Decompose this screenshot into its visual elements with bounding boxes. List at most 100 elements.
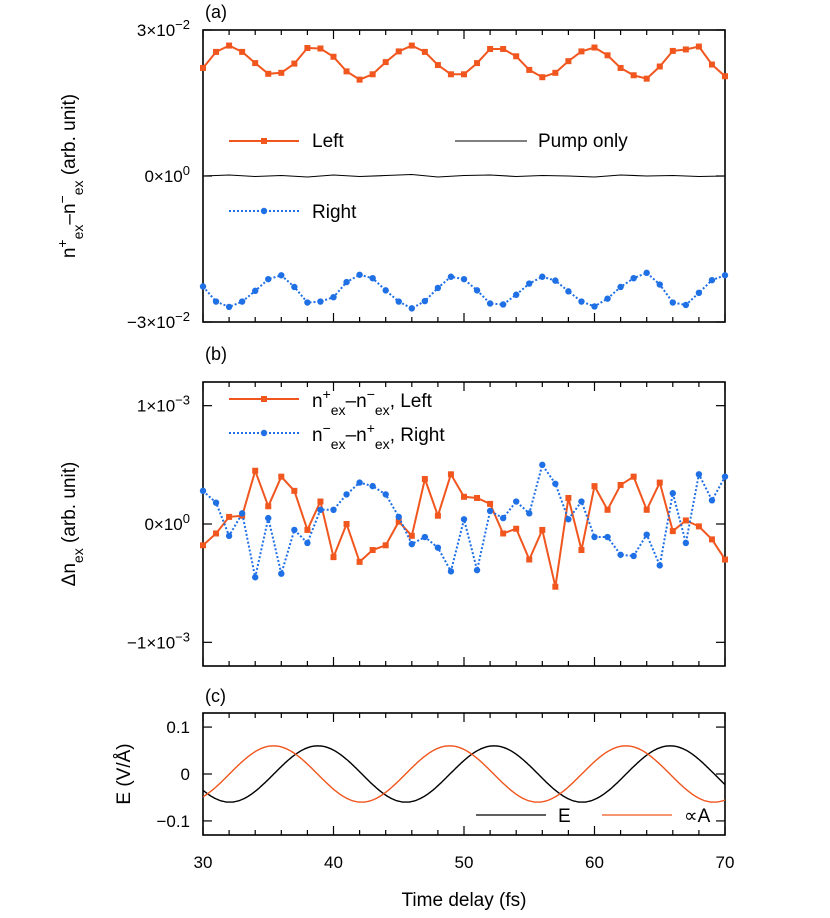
- y-tick-label: 0×100: [144, 163, 190, 187]
- data-point-right: [708, 276, 716, 284]
- data-point-left: [513, 53, 520, 60]
- data-point-right: [565, 516, 572, 523]
- data-point-left: [213, 530, 220, 537]
- data-point-left: [239, 48, 246, 55]
- data-point-left: [539, 74, 546, 81]
- data-point-left: [408, 532, 415, 539]
- y-tick-label: 0.1: [166, 718, 190, 737]
- data-point-right: [473, 287, 481, 294]
- series-E-curve: [203, 745, 725, 803]
- data-point-right: [460, 516, 468, 523]
- data-point-left: [408, 42, 415, 49]
- data-point-left: [226, 42, 233, 49]
- data-point-right: [669, 490, 676, 497]
- data-point-left: [578, 547, 585, 554]
- data-point-left: [656, 63, 663, 70]
- data-point-left: [447, 471, 454, 478]
- data-point-left: [669, 47, 676, 54]
- data-point-right: [682, 539, 690, 547]
- data-point-right: [199, 283, 207, 290]
- data-point-right: [552, 277, 559, 284]
- data-point-left: [461, 71, 467, 78]
- data-point-right: [630, 552, 637, 560]
- data-point-right: [682, 301, 690, 309]
- data-point-right: [499, 301, 507, 308]
- data-point-right: [447, 273, 455, 280]
- data-point-left: [265, 70, 272, 77]
- data-point-right: [434, 544, 442, 551]
- data-point-left: [708, 536, 715, 543]
- series-right-line: [203, 462, 725, 578]
- data-point-left: [200, 64, 206, 71]
- data-point-right: [395, 298, 402, 305]
- x-tick-label: 70: [716, 853, 735, 872]
- data-point-right: [252, 574, 259, 581]
- data-point-left: [369, 71, 376, 78]
- data-point-left: [356, 76, 363, 83]
- data-point-left: [343, 68, 350, 75]
- data-point-right: [617, 283, 624, 291]
- panel-c-letter: (c): [205, 686, 226, 706]
- y-tick-label: 1×10−3: [137, 392, 190, 416]
- data-point-right: [695, 289, 703, 296]
- data-point-left: [643, 75, 650, 82]
- data-point-left: [330, 554, 337, 561]
- data-point-left: [565, 58, 572, 65]
- data-point-right: [278, 570, 285, 577]
- data-point-right: [604, 533, 611, 541]
- data-point-left: [226, 513, 233, 520]
- data-point-right: [304, 539, 311, 547]
- data-point-left: [474, 60, 481, 67]
- data-point-right: [238, 298, 246, 305]
- data-point-left: [382, 59, 389, 66]
- data-point-left: [369, 547, 376, 554]
- panel-b-legend: n+ex–n−ex, Left n−ex–n+ex, Right: [312, 386, 445, 452]
- data-point-right: [356, 271, 363, 278]
- data-point-left: [617, 481, 624, 488]
- data-point-right: [630, 275, 637, 282]
- data-point-left: [513, 525, 520, 532]
- data-point-left: [278, 69, 285, 76]
- data-point-right: [447, 568, 455, 575]
- data-point-left: [695, 43, 702, 50]
- data-point-right: [212, 499, 220, 506]
- data-point-left: [526, 556, 533, 563]
- y-tick-label: 0: [181, 765, 190, 784]
- data-point-left: [317, 45, 324, 52]
- y-tick-label: 3×10−2: [137, 17, 190, 41]
- data-point-left: [291, 60, 298, 67]
- data-point-right: [708, 497, 716, 504]
- data-point-right: [656, 562, 663, 569]
- data-point-right: [526, 280, 533, 287]
- data-point-left: [213, 48, 220, 55]
- data-point-right: [539, 461, 546, 469]
- data-point-right: [552, 480, 559, 487]
- data-point-left: [200, 542, 206, 549]
- data-point-left: [722, 73, 728, 80]
- axis-ticks: 3×10−2 0×100 −3×10−2 1×10−3 0×100 −1×10−3 0.1 0…: [127, 17, 735, 873]
- data-point-right: [199, 487, 207, 495]
- data-point-right: [343, 278, 350, 286]
- data-point-left: [265, 503, 272, 510]
- data-point-right: [369, 275, 376, 282]
- data-point-left: [656, 479, 663, 486]
- data-point-left: [630, 473, 637, 480]
- data-point-right: [265, 275, 272, 283]
- data-point-right: [656, 281, 663, 288]
- data-point-right: [578, 498, 585, 505]
- data-point-left: [630, 72, 637, 79]
- data-point-right: [408, 540, 415, 548]
- data-point-right: [291, 283, 298, 291]
- data-point-left: [304, 526, 311, 533]
- data-point-right: [721, 473, 729, 480]
- data-point-right: [317, 506, 324, 513]
- data-point-right: [304, 299, 311, 306]
- series-A-curve: [203, 745, 725, 803]
- data-point-right: [343, 491, 350, 498]
- x-tick-label: 50: [455, 853, 474, 872]
- data-point-left: [252, 60, 259, 67]
- data-point-right: [330, 293, 337, 301]
- data-point-right: [317, 298, 324, 305]
- data-point-left: [291, 487, 298, 494]
